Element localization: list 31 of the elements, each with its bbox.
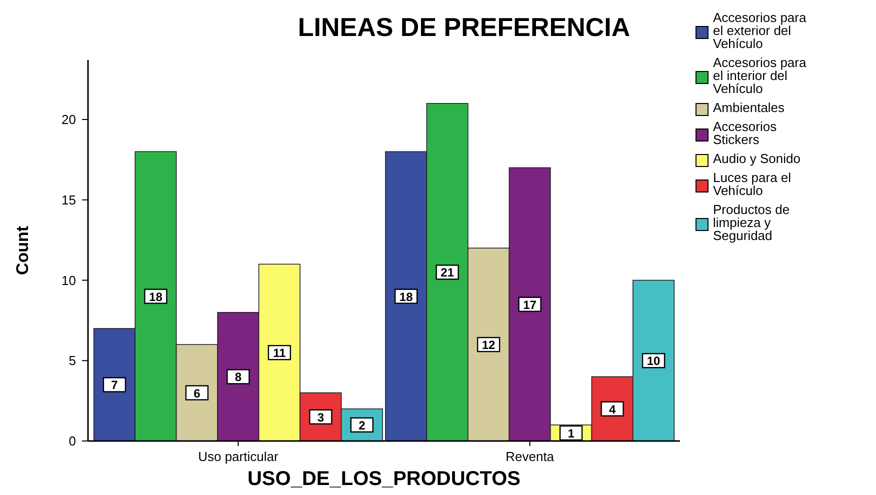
y-tick-label: 0	[68, 434, 76, 449]
data-label: 7	[111, 378, 118, 392]
y-tick-label: 10	[62, 272, 76, 288]
data-label: 18	[399, 290, 414, 304]
x-axis-title: USO_DE_LOS_PRODUCTOS	[247, 468, 521, 490]
data-label: 3	[317, 410, 324, 424]
legend-label: Accesorios para el exterior del Vehículo	[713, 10, 807, 51]
x-tick-label: Uso particular	[198, 449, 279, 464]
y-tick-label: 15	[62, 192, 76, 208]
y-axis-title: Count	[13, 226, 32, 276]
data-label: 18	[149, 290, 163, 304]
y-tick-label: 5	[68, 353, 76, 368]
x-tick-label: Reventa	[506, 449, 555, 464]
data-label: 2	[358, 418, 366, 432]
data-label: 21	[440, 266, 454, 280]
data-label: 4	[608, 402, 616, 416]
data-label: 8	[234, 370, 242, 384]
data-label: 1	[568, 426, 575, 440]
legend-label: Productos de limpieza y Seguridad	[713, 202, 790, 243]
data-label: 10	[646, 354, 661, 368]
legend-label: Ambientales	[713, 100, 786, 115]
legend-label: Audio y Sonido	[713, 151, 800, 166]
data-label: 17	[523, 298, 537, 312]
data-label: 12	[482, 338, 496, 352]
data-label: 6	[194, 386, 201, 400]
legend-label: Accesorios Stickers	[713, 119, 778, 147]
legend-label: Accesorios para el interior del Vehículo	[713, 55, 807, 96]
data-label: 11	[273, 346, 286, 360]
legend-label: Luces para el Vehículo	[713, 170, 792, 198]
y-tick-label: 20	[62, 112, 76, 128]
chart-title: LINEAS DE PREFERENCIA	[298, 12, 630, 42]
